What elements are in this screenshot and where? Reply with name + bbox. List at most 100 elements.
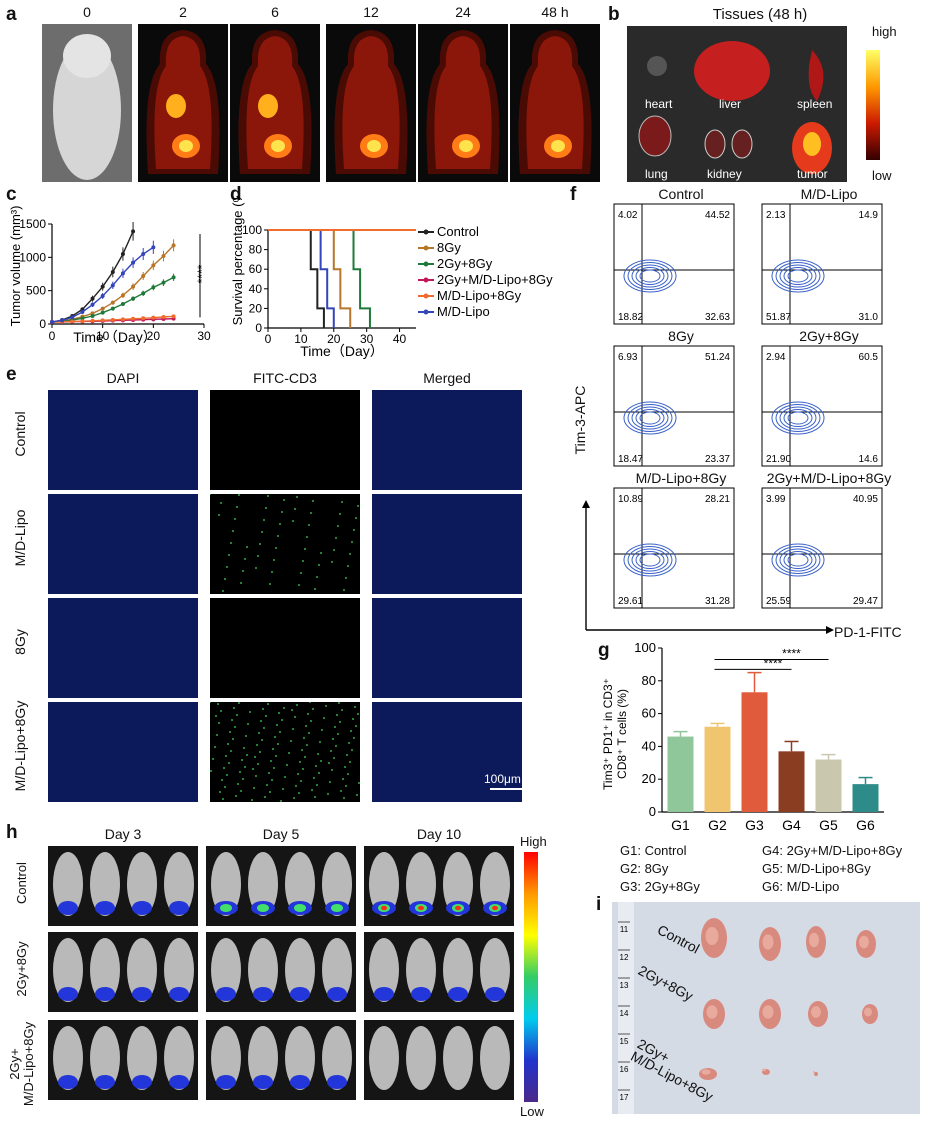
h-mouse-image bbox=[364, 932, 514, 1012]
e-cd3-dot bbox=[297, 773, 299, 775]
e-cd3-dot bbox=[283, 707, 285, 709]
i-photo-svg: 11 12 13 14 15 16 17 bbox=[618, 902, 878, 1114]
e-microscopy-image bbox=[48, 598, 198, 698]
g-y-tick-label: 40 bbox=[642, 738, 656, 753]
e-cd3-dot bbox=[234, 518, 236, 520]
h-mouse-image bbox=[48, 1020, 198, 1100]
e-cd3-dot bbox=[236, 714, 238, 716]
e-microscopy-image bbox=[210, 598, 360, 698]
c-data-point bbox=[151, 263, 156, 268]
i-tumor bbox=[814, 1072, 818, 1076]
e-cd3-dot bbox=[270, 760, 272, 762]
e-cd3-dot bbox=[245, 735, 247, 737]
d-legend-label: 8Gy bbox=[437, 240, 461, 255]
g-y-axis-label-text: Tim3⁺ PD1⁺ in CD3⁺ bbox=[601, 678, 615, 790]
h-day-label: Day 10 bbox=[416, 826, 462, 842]
timepoint-label: 0 bbox=[83, 4, 91, 20]
h-mouse-svg bbox=[369, 1026, 510, 1090]
e-cd3-dot bbox=[325, 705, 327, 707]
f-quadrant-value: 51.87 bbox=[766, 312, 791, 323]
e-cd3-dot bbox=[258, 732, 260, 734]
c-data-point bbox=[120, 271, 125, 276]
f-contour-line bbox=[787, 269, 809, 283]
f-contour-line bbox=[623, 401, 677, 435]
e-cd3-dot bbox=[349, 761, 351, 763]
e-cd3-dot bbox=[331, 769, 333, 771]
e-cd3-dot bbox=[354, 706, 356, 708]
group-legend-item: G2: 8Gy bbox=[620, 861, 669, 876]
e-cd3-dot bbox=[253, 787, 255, 789]
e-cd3-dot bbox=[328, 762, 330, 764]
f-quadrant-value: 2.94 bbox=[766, 352, 786, 363]
e-cd3-dot bbox=[310, 720, 312, 722]
e-cd3-dot bbox=[283, 499, 285, 501]
c-data-point bbox=[70, 315, 75, 320]
e-cd3-dot bbox=[271, 571, 273, 573]
e-cd3-dot bbox=[336, 714, 338, 716]
e-cd3-dot bbox=[278, 712, 280, 714]
e-cd3-dot bbox=[288, 752, 290, 754]
e-cd3-dot bbox=[346, 754, 348, 756]
f-quadrant-value: 6.93 bbox=[618, 352, 638, 363]
e-cd3-dot bbox=[311, 789, 313, 791]
e-cd3-dot bbox=[349, 553, 351, 555]
e-cd3-dot bbox=[273, 559, 275, 561]
e-cd3-dot bbox=[284, 776, 286, 778]
d-legend-marker bbox=[423, 277, 429, 283]
panel-label-a: a bbox=[6, 4, 17, 25]
c-data-point bbox=[110, 306, 115, 311]
f-quadrant-value: 3.99 bbox=[766, 494, 786, 505]
h-signal-outer bbox=[169, 1075, 189, 1089]
e-microscopy-image bbox=[372, 494, 522, 594]
h-signal-outer bbox=[290, 1075, 310, 1089]
e-cd3-dot bbox=[291, 709, 293, 711]
e-cd3-dot bbox=[242, 570, 244, 572]
h-signal-core bbox=[492, 905, 498, 911]
e-cd3-dot bbox=[228, 554, 230, 556]
e-cd3-dot bbox=[314, 796, 316, 798]
e-cd3-dot bbox=[304, 548, 306, 550]
f-quadrant-value: 40.95 bbox=[853, 494, 878, 505]
c-data-point bbox=[141, 316, 146, 321]
h-mouse-image bbox=[48, 846, 198, 926]
h-signal-outer bbox=[327, 987, 347, 1001]
e-cd3-dot bbox=[304, 756, 306, 758]
e-cd3-dot bbox=[238, 702, 240, 704]
c-x-tick-label: 10 bbox=[96, 329, 110, 343]
e-cd3-dot bbox=[353, 737, 355, 739]
f-quadrant-value: 29.47 bbox=[853, 596, 878, 607]
h-signal-outer bbox=[374, 987, 394, 1001]
e-cd3-dot bbox=[277, 535, 279, 537]
c-data-point bbox=[131, 284, 136, 289]
c-x-tick-label: 30 bbox=[197, 329, 211, 343]
h-mouse-body bbox=[248, 852, 278, 916]
tissue-image: heart liver spleen lung kidney tumor bbox=[627, 26, 847, 182]
d-legend-label: M/D-Lipo bbox=[437, 304, 490, 319]
h-signal-core bbox=[418, 905, 424, 911]
h-signal-outer bbox=[132, 987, 152, 1001]
panel-label-b: b bbox=[608, 4, 620, 25]
group-legend-item: G4: 2Gy+M/D-Lipo+8Gy bbox=[762, 843, 903, 858]
c-y-tick-label: 500 bbox=[26, 284, 46, 298]
e-cd3-dot bbox=[298, 584, 300, 586]
e-cd3-dot bbox=[301, 749, 303, 751]
c-data-point bbox=[80, 319, 85, 324]
e-cd3-dot bbox=[302, 768, 304, 770]
h-mouse-image bbox=[206, 846, 356, 926]
e-cd3-dot bbox=[355, 517, 357, 519]
panel-label-h: h bbox=[6, 822, 18, 843]
e-cd3-dot bbox=[356, 794, 358, 796]
d-y-tick-label: 20 bbox=[249, 301, 263, 315]
d-legend-label: 2Gy+8Gy bbox=[437, 256, 493, 271]
e-cd3-dot bbox=[226, 566, 228, 568]
f-quadrant-value: 60.5 bbox=[859, 352, 879, 363]
c-y-tick-label: 1500 bbox=[19, 217, 46, 231]
f-contour-plot: 6.93 51.24 18.47 23.37 bbox=[613, 345, 735, 467]
h-row-label: 2Gy+8Gy bbox=[14, 941, 29, 997]
e-cd3-dot bbox=[263, 727, 265, 729]
e-cd3-dot bbox=[312, 708, 314, 710]
group-legend-item: G3: 2Gy+8Gy bbox=[620, 879, 700, 894]
d-survival-curve bbox=[268, 229, 371, 328]
label-liver: liver bbox=[719, 97, 741, 111]
d-y-tick-label: 40 bbox=[249, 282, 263, 296]
